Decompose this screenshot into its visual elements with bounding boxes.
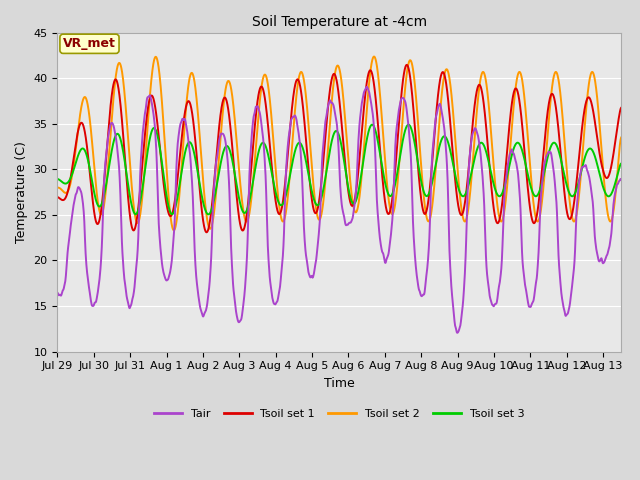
Title: Soil Temperature at -4cm: Soil Temperature at -4cm <box>252 15 427 29</box>
Tsoil set 2 <box>618 134 625 140</box>
Tsoil set 3 <box>270 181 278 187</box>
Y-axis label: Temperature (C): Temperature (C) <box>15 141 28 243</box>
Tair <box>118 234 125 240</box>
Tsoil set 2 <box>294 78 302 84</box>
Tsoil set 3 <box>607 192 614 198</box>
Tair <box>607 236 614 241</box>
Tsoil set 3 <box>618 160 625 166</box>
Tsoil set 1 <box>618 105 625 110</box>
Tair <box>54 290 61 296</box>
Tair <box>546 149 554 155</box>
Tsoil set 1 <box>403 62 411 68</box>
Tsoil set 1 <box>54 194 61 200</box>
Tsoil set 3 <box>404 122 412 128</box>
Tair <box>363 84 371 90</box>
Tsoil set 2 <box>118 67 125 73</box>
Tair <box>294 127 302 133</box>
Legend: Tair, Tsoil set 1, Tsoil set 2, Tsoil set 3: Tair, Tsoil set 1, Tsoil set 2, Tsoil se… <box>150 405 529 424</box>
Tsoil set 1 <box>270 184 278 190</box>
Tsoil set 3 <box>205 212 212 217</box>
Tsoil set 1 <box>607 167 614 172</box>
Tsoil set 1 <box>203 229 211 235</box>
Tsoil set 3 <box>118 141 125 147</box>
Tsoil set 3 <box>151 126 159 132</box>
Tsoil set 1 <box>294 77 302 83</box>
Tsoil set 1 <box>546 96 554 101</box>
Tsoil set 3 <box>294 141 302 146</box>
Line: Tsoil set 3: Tsoil set 3 <box>58 125 621 215</box>
Tsoil set 2 <box>607 218 614 224</box>
Line: Tsoil set 1: Tsoil set 1 <box>58 65 621 232</box>
Tsoil set 2 <box>151 54 159 60</box>
Line: Tsoil set 2: Tsoil set 2 <box>58 57 621 230</box>
Tair <box>270 300 278 306</box>
Tsoil set 1 <box>118 115 125 120</box>
Tsoil set 2 <box>54 185 61 191</box>
Tsoil set 2 <box>170 228 178 233</box>
Tair <box>454 330 461 336</box>
Tsoil set 2 <box>546 105 554 111</box>
Tsoil set 3 <box>54 176 61 182</box>
Tair <box>151 128 159 134</box>
Tsoil set 2 <box>270 144 278 149</box>
Tsoil set 3 <box>546 146 554 152</box>
Tsoil set 2 <box>370 54 378 60</box>
Tair <box>618 177 625 182</box>
Line: Tair: Tair <box>58 87 621 333</box>
Text: VR_met: VR_met <box>63 37 116 50</box>
X-axis label: Time: Time <box>324 377 355 390</box>
Tsoil set 1 <box>151 104 159 110</box>
